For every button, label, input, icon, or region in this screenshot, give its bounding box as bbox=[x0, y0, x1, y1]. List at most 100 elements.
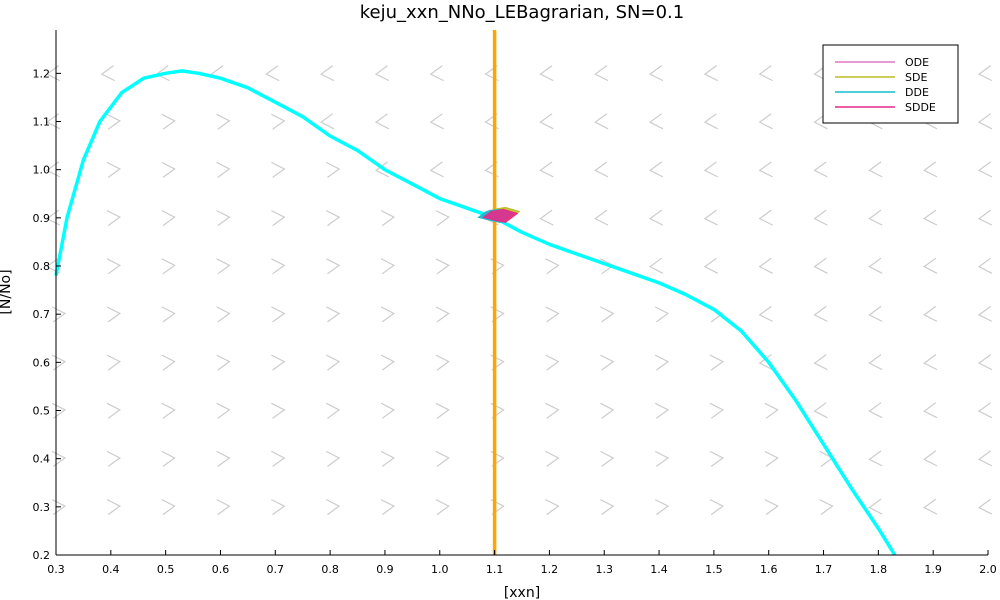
vector-arrow bbox=[594, 65, 609, 82]
y-tick-label: 0.3 bbox=[33, 501, 51, 514]
vector-arrow bbox=[764, 402, 779, 419]
x-tick-label: 1.5 bbox=[705, 563, 723, 576]
vector-arrow bbox=[813, 113, 828, 130]
curves bbox=[54, 30, 897, 556]
vector-arrow bbox=[545, 499, 560, 516]
vector-arrow bbox=[271, 450, 286, 467]
vector-arrow bbox=[490, 450, 505, 467]
vector-arrow bbox=[380, 499, 396, 516]
vector-arrow bbox=[106, 402, 121, 419]
vector-arrow bbox=[380, 354, 396, 371]
vector-arrow bbox=[868, 209, 883, 226]
y-axis-label: [N/No] bbox=[0, 269, 14, 314]
x-tick-label: 0.9 bbox=[376, 563, 394, 576]
vector-arrow bbox=[758, 305, 773, 322]
y-tick-label: 0.6 bbox=[33, 356, 51, 369]
vector-arrow bbox=[216, 499, 231, 516]
vector-arrow bbox=[380, 210, 396, 227]
vector-arrow bbox=[539, 161, 554, 178]
vector-arrow bbox=[648, 161, 664, 178]
vector-arrow bbox=[600, 499, 615, 516]
vector-arrow bbox=[545, 306, 560, 323]
vector-arrow bbox=[380, 306, 396, 323]
vector-arrow bbox=[923, 402, 938, 419]
vector-arrow bbox=[216, 258, 231, 275]
vector-arrow bbox=[545, 354, 560, 371]
vector-arrow bbox=[380, 258, 396, 275]
vector-arrow bbox=[545, 450, 560, 467]
vector-arrow bbox=[216, 210, 231, 227]
vector-arrow bbox=[216, 113, 231, 130]
vector-arrow bbox=[654, 354, 670, 371]
vector-arrow bbox=[703, 113, 718, 130]
vector-arrow bbox=[977, 354, 993, 371]
legend: ODE SDE DDE SDDE bbox=[822, 44, 959, 124]
vector-arrow bbox=[326, 306, 341, 323]
vector-arrow bbox=[484, 65, 499, 82]
legend-label-sde: SDE bbox=[905, 71, 927, 84]
vector-arrow bbox=[758, 257, 773, 274]
vector-arrow bbox=[161, 354, 176, 371]
vector-field bbox=[45, 65, 993, 516]
vector-arrow bbox=[106, 161, 121, 178]
vector-arrow bbox=[600, 354, 615, 371]
vector-arrow bbox=[271, 306, 286, 323]
x-tick-label: 2.0 bbox=[979, 563, 997, 576]
vector-arrow bbox=[106, 306, 121, 323]
vector-arrow bbox=[271, 161, 286, 178]
vector-arrow bbox=[813, 209, 828, 226]
vector-arrow bbox=[216, 161, 231, 178]
vector-arrow bbox=[709, 402, 725, 419]
vector-arrow bbox=[161, 499, 176, 516]
x-tick-label: 1.7 bbox=[815, 563, 833, 576]
vector-arrow bbox=[545, 402, 560, 419]
vector-arrow bbox=[484, 161, 499, 178]
vector-arrow bbox=[977, 65, 993, 82]
vector-arrow bbox=[703, 161, 718, 178]
vector-arrow bbox=[758, 65, 773, 82]
vector-arrow bbox=[977, 257, 993, 274]
vector-arrow bbox=[654, 306, 670, 323]
vector-arrow bbox=[326, 210, 341, 227]
vector-arrow bbox=[106, 354, 121, 371]
vector-arrow bbox=[764, 450, 779, 467]
vector-arrow bbox=[648, 113, 664, 130]
vector-arrow bbox=[319, 65, 335, 82]
vector-arrow bbox=[703, 65, 718, 82]
vector-arrow bbox=[435, 450, 450, 467]
vector-arrow bbox=[435, 306, 450, 323]
x-tick-label: 0.8 bbox=[321, 563, 339, 576]
vector-arrow bbox=[374, 65, 390, 82]
vector-arrow bbox=[161, 306, 176, 323]
x-tick-label: 0.5 bbox=[157, 563, 175, 576]
vector-arrow bbox=[539, 65, 554, 82]
vector-arrow bbox=[161, 161, 176, 178]
vector-arrow bbox=[600, 306, 615, 323]
chart-title: keju_xxn_NNo_LEBagrarian, SN=0.1 bbox=[360, 2, 684, 23]
vector-arrow bbox=[868, 498, 883, 515]
vector-arrow bbox=[490, 258, 505, 275]
vector-arrow bbox=[326, 354, 341, 371]
vector-arrow bbox=[868, 354, 883, 371]
vector-arrow bbox=[977, 498, 993, 515]
vector-arrow bbox=[484, 113, 499, 130]
y-tick-label: 0.2 bbox=[33, 549, 51, 562]
vector-arrow bbox=[868, 450, 883, 467]
vector-arrow bbox=[539, 209, 554, 226]
x-tick-label: 1.4 bbox=[650, 563, 668, 576]
vector-arrow bbox=[813, 257, 828, 274]
y-tick-label: 1.2 bbox=[33, 67, 51, 80]
vector-arrow bbox=[161, 210, 176, 227]
axes bbox=[55, 30, 988, 556]
vector-arrow bbox=[758, 113, 773, 130]
vector-arrow bbox=[265, 65, 280, 82]
vector-arrow bbox=[216, 450, 231, 467]
vector-arrow bbox=[435, 499, 450, 516]
x-tick-label: 0.4 bbox=[102, 563, 120, 576]
nullcline-curve bbox=[54, 69, 897, 556]
vector-arrow bbox=[326, 402, 341, 419]
vector-arrow bbox=[709, 499, 725, 516]
vector-arrow bbox=[271, 258, 286, 275]
vector-arrow bbox=[271, 354, 286, 371]
vector-arrow bbox=[380, 402, 396, 419]
